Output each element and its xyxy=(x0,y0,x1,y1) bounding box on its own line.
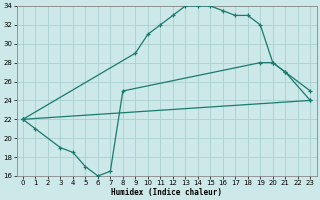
X-axis label: Humidex (Indice chaleur): Humidex (Indice chaleur) xyxy=(111,188,222,197)
